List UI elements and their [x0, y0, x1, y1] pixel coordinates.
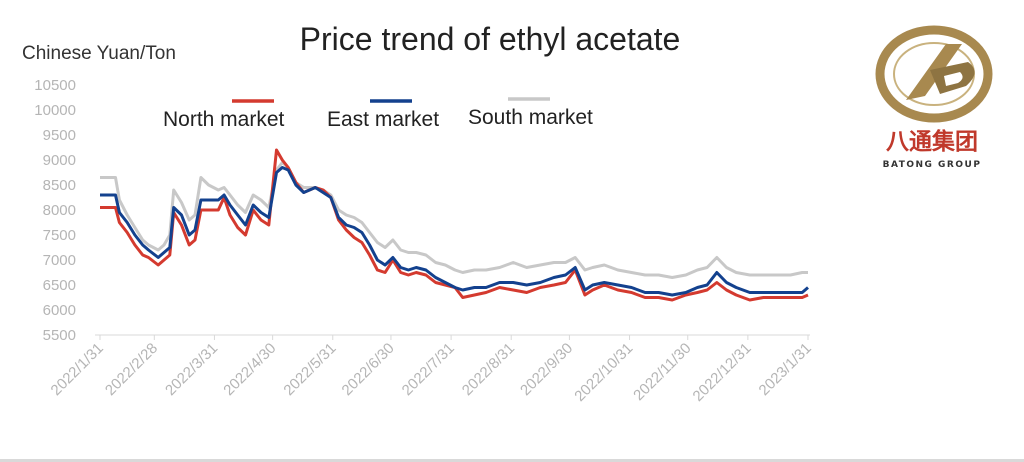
logo-chinese-name: 八通集团 [886, 128, 978, 155]
legend: North market East market South market [163, 97, 593, 131]
x-tick-label: 2022/10/31 [571, 340, 636, 405]
series-layer [100, 148, 809, 302]
x-tick-label: 2022/12/31 [690, 340, 755, 405]
y-tick-label: 7500 [43, 227, 76, 244]
series-south-market [100, 161, 808, 279]
x-tick-label: 2022/1/31 [48, 340, 107, 399]
y-axis: 5500 6000 6500 7000 7500 8000 8500 9000 9500 1000… [34, 77, 76, 344]
logo-english-name: BATONG GROUP [883, 160, 982, 170]
x-tick-label: 2022/4/30 [220, 340, 279, 399]
legend-label-north: North market [163, 108, 285, 131]
y-tick-label: 10000 [34, 102, 76, 119]
y-tick-label: 6500 [43, 277, 76, 294]
series-north-market [100, 148, 809, 302]
logo: 八通集团 BATONG GROUP [875, 25, 993, 170]
y-tick-label: 8000 [43, 202, 76, 219]
x-tick-label: 2022/3/31 [162, 340, 221, 399]
x-tick-label: 2022/9/30 [517, 340, 576, 399]
x-tick-label: 2022/7/31 [399, 340, 458, 399]
bottom-divider [0, 459, 1024, 462]
chart-title: Price trend of ethyl acetate [300, 21, 681, 57]
y-tick-label: 6000 [43, 302, 76, 319]
x-tick-label: 2022/2/28 [102, 340, 161, 399]
legend-label-east: East market [327, 108, 439, 131]
y-tick-label: 5500 [43, 327, 76, 344]
legend-label-south: South market [468, 106, 593, 129]
series-east-market [100, 166, 809, 297]
x-tick-label: 2022/11/30 [630, 340, 694, 404]
x-tick-label: 2022/5/31 [280, 340, 339, 399]
x-tick-label: 2022/8/31 [459, 340, 518, 399]
y-tick-label: 9000 [43, 152, 76, 169]
y-axis-label: Chinese Yuan/Ton [22, 43, 176, 64]
x-tick-label: 2023/1/31 [756, 340, 815, 399]
y-tick-label: 7000 [43, 252, 76, 269]
y-tick-label: 9500 [43, 127, 76, 144]
y-tick-label: 10500 [34, 77, 76, 94]
x-tick-label: 2022/6/30 [339, 340, 398, 399]
y-tick-label: 8500 [43, 177, 76, 194]
batong-emblem-icon [875, 25, 993, 123]
